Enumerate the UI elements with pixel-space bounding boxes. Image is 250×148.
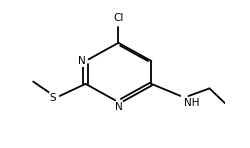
Text: N: N xyxy=(114,102,122,112)
Text: NH: NH xyxy=(184,98,200,108)
Text: S: S xyxy=(50,92,56,103)
Text: N: N xyxy=(78,56,86,66)
Text: Cl: Cl xyxy=(113,13,124,23)
